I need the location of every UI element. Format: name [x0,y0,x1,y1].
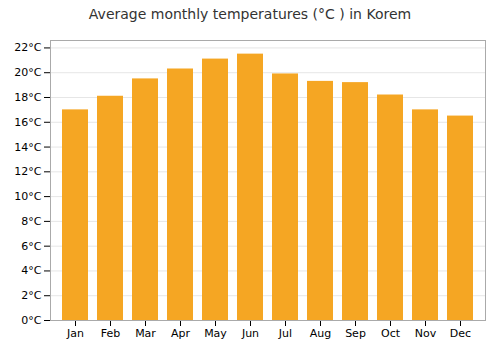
svg-text:Aug: Aug [310,327,331,340]
svg-text:14°C: 14°C [14,141,41,154]
svg-text:10°C: 10°C [14,190,41,203]
svg-text:2°C: 2°C [21,289,41,302]
svg-text:16°C: 16°C [14,116,41,129]
svg-text:4°C: 4°C [21,264,41,277]
svg-text:May: May [204,327,227,340]
svg-text:Jun: Jun [241,327,259,340]
svg-text:Mar: Mar [135,327,156,340]
svg-text:6°C: 6°C [21,240,41,253]
svg-text:Sep: Sep [345,327,366,340]
svg-text:22°C: 22°C [14,41,41,54]
svg-text:Oct: Oct [381,327,401,340]
svg-text:20°C: 20°C [14,66,41,79]
svg-text:Nov: Nov [415,327,437,340]
svg-text:18°C: 18°C [14,91,41,104]
svg-text:12°C: 12°C [14,165,41,178]
svg-text:Dec: Dec [450,327,471,340]
svg-text:Feb: Feb [101,327,120,340]
html-text:Average monthly temperatures (: Average monthly temperatures (°C ) in Ko… [88,6,412,22]
svg-text:0°C: 0°C [21,314,41,327]
svg-text:Jan: Jan [66,327,84,340]
svg-text:Apr: Apr [171,327,191,340]
svg-text:Jul: Jul [278,327,292,340]
svg-text:8°C: 8°C [21,215,41,228]
